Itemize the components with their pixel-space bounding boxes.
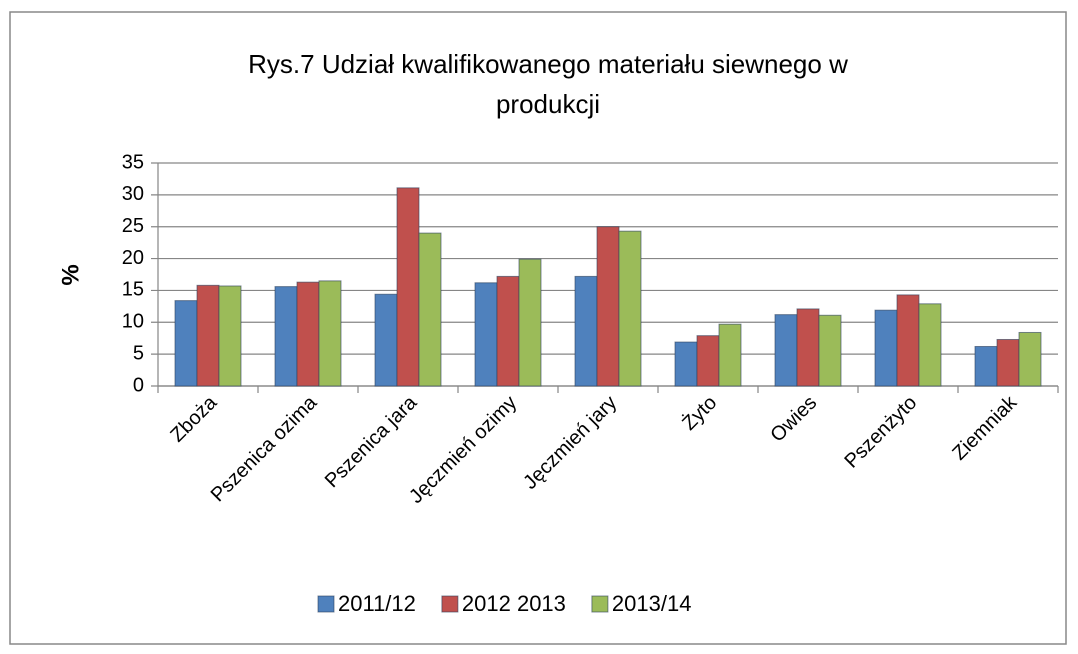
bar [774, 314, 798, 387]
bar [318, 280, 342, 387]
y-tick-label: 0 [133, 374, 144, 396]
legend-swatch [441, 595, 459, 613]
bar [818, 314, 842, 387]
bar [696, 335, 720, 387]
y-tick-label: 10 [122, 311, 144, 333]
chart-title: Rys.7 Udział kwalifikowanego materiału s… [248, 49, 848, 119]
bar [418, 232, 442, 387]
bar [874, 309, 898, 387]
legend-label: 2012 2013 [462, 591, 566, 616]
legend-swatch [591, 595, 609, 613]
bar [1018, 331, 1042, 387]
bar [518, 258, 542, 387]
bar [618, 230, 642, 387]
y-axis-label: % [57, 264, 84, 285]
bar [574, 275, 598, 387]
bar [674, 341, 698, 387]
bar [196, 284, 220, 387]
y-tick-label: 15 [122, 279, 144, 301]
bar [396, 187, 420, 387]
bar [174, 300, 198, 387]
bar [274, 286, 298, 387]
bar [496, 275, 520, 387]
bar [918, 303, 942, 387]
bar [596, 226, 620, 387]
bar [474, 282, 498, 387]
legend-label: 2011/12 [338, 591, 416, 616]
y-tick-label: 25 [122, 215, 144, 237]
y-tick-label: 20 [122, 247, 144, 269]
bar [996, 338, 1020, 387]
legend-swatch [317, 595, 335, 613]
bar [718, 323, 742, 387]
bar [296, 281, 320, 387]
bar [974, 345, 998, 387]
bar [218, 285, 242, 387]
bar [374, 293, 398, 387]
y-tick-label: 30 [122, 183, 144, 205]
y-tick-label: 35 [122, 151, 144, 173]
legend-label: 2013/14 [612, 591, 692, 616]
bar [796, 308, 820, 387]
y-tick-label: 5 [133, 342, 144, 364]
bar [896, 294, 920, 387]
